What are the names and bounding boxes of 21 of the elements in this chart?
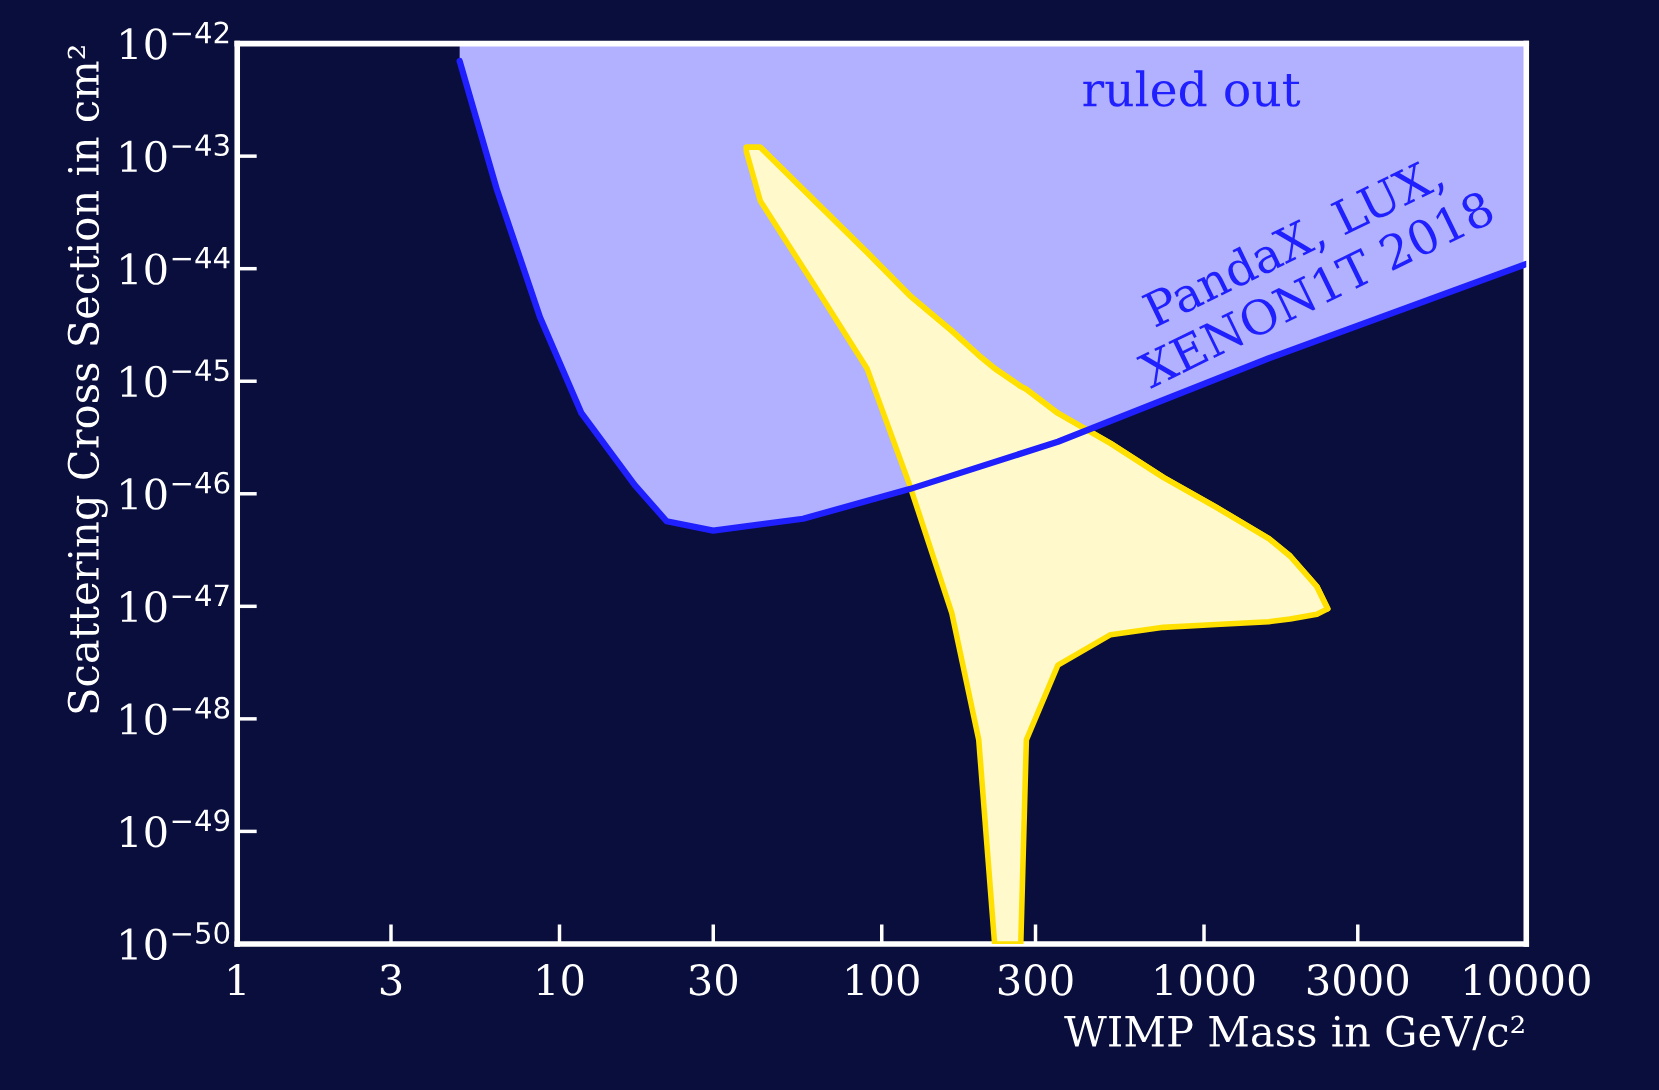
y-tick-label: 10$^{−42}$: [121, 21, 229, 60]
x-tick-label: 3: [380, 964, 402, 996]
x-tick-label: 1000: [1156, 964, 1255, 996]
x-tick-label: 300: [998, 964, 1073, 996]
annotation: ruled out: [1083, 70, 1301, 107]
y-tick-label: 10$^{−46}$: [121, 471, 230, 510]
y-tick-label: 10$^{−49}$: [121, 809, 230, 848]
x-tick-label: 30: [689, 964, 737, 996]
y-tick-label: 10$^{−50}$: [121, 921, 230, 961]
x-tick-label: 10: [538, 964, 584, 996]
y-tick-label: 10$^{−44}$: [121, 247, 230, 285]
y-tick-label: 10$^{−45}$: [121, 359, 229, 398]
x-axis-title: WIMP Mass in GeV/c²: [1064, 1015, 1524, 1051]
y-axis-title: Scattering Cross Section in cm²: [67, 46, 108, 713]
y-tick-label: 10$^{−47}$: [121, 584, 229, 623]
y-tick-label: 10$^{−43}$: [121, 134, 229, 173]
x-tick-label: 3000: [1307, 964, 1409, 996]
x-tick-label: 1: [229, 964, 245, 996]
y-tick-label: 10$^{−48}$: [121, 696, 230, 735]
x-tick-label: 10000: [1465, 964, 1590, 996]
x-tick-label: 100: [847, 964, 919, 996]
